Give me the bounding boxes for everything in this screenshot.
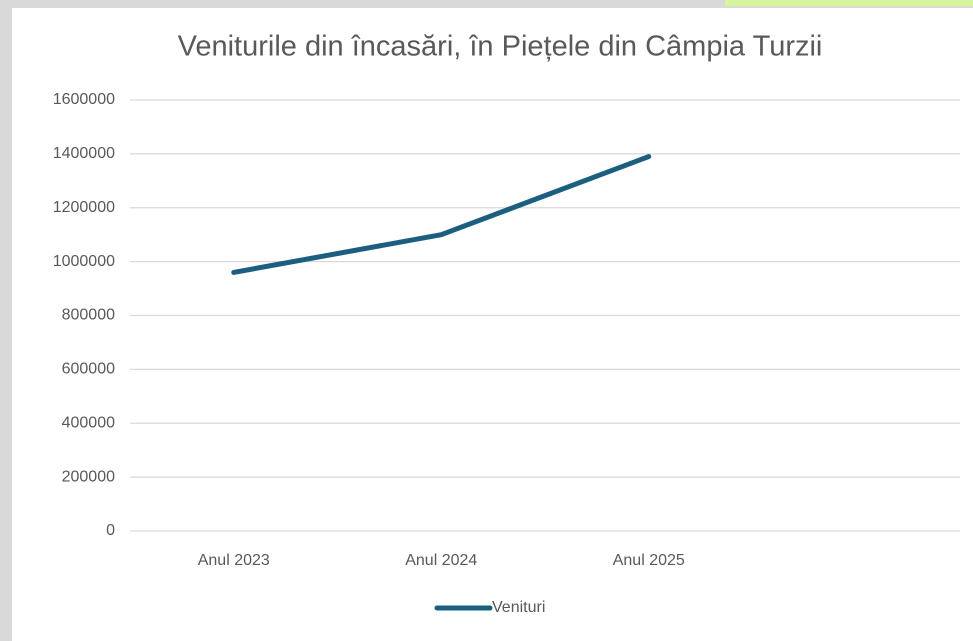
legend-label: Venituri	[492, 599, 545, 616]
x-tick-label: Anul 2024	[405, 552, 477, 569]
y-tick-label: 400000	[62, 414, 115, 431]
y-tick-label: 1400000	[53, 145, 115, 162]
chart-title: Veniturile din încasări, în Piețele din …	[178, 31, 823, 63]
y-tick-label: 600000	[62, 361, 115, 378]
y-tick-label: 800000	[62, 307, 115, 324]
y-tick-label: 200000	[62, 468, 115, 485]
y-tick-label: 1200000	[53, 199, 115, 216]
y-tick-label: 1600000	[53, 91, 115, 108]
x-tick-label: Anul 2023	[198, 552, 270, 569]
line-series	[231, 154, 652, 275]
y-tick-label: 0	[106, 522, 115, 539]
x-tick-label: Anul 2025	[613, 552, 685, 569]
y-tick-label: 1000000	[53, 253, 115, 270]
accent-strip	[725, 0, 973, 6]
chart-card	[12, 8, 973, 641]
